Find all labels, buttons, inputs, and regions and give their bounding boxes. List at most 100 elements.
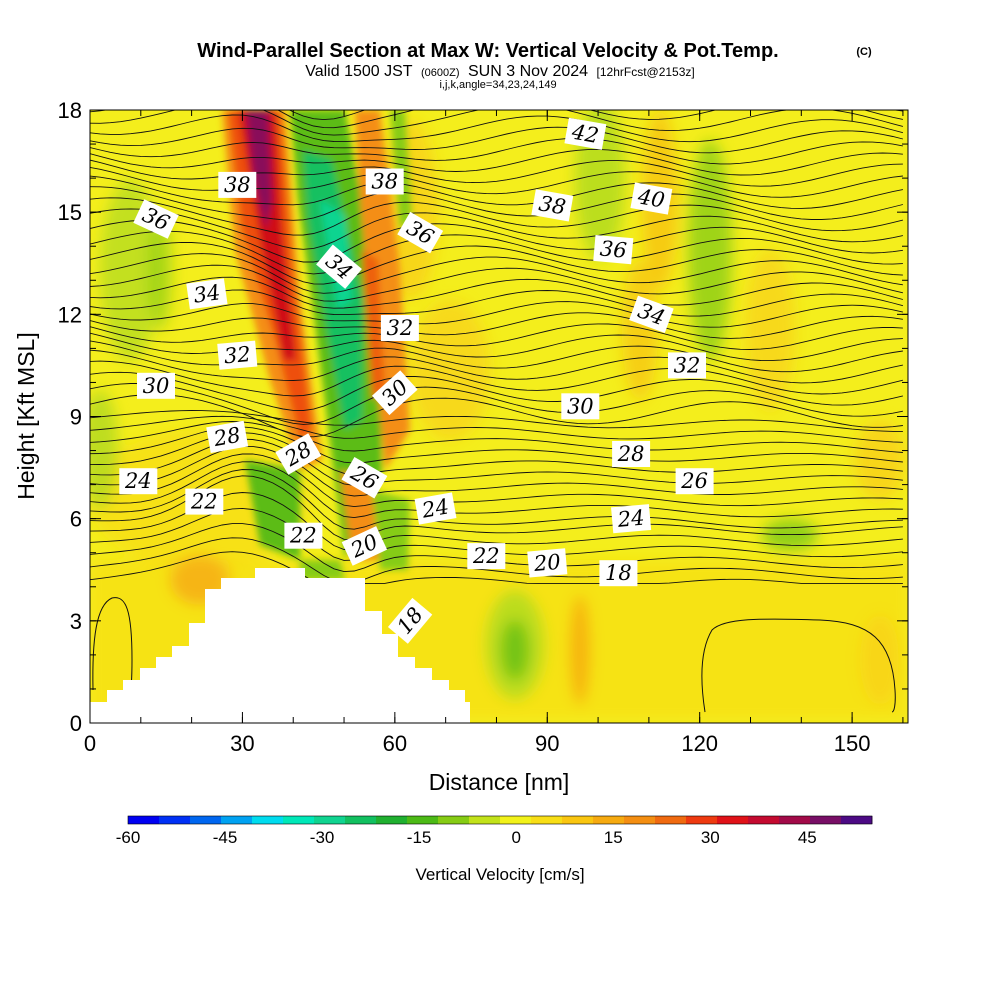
y-tick-label: 12 (58, 302, 82, 327)
contour-label-text: 24 (124, 469, 152, 493)
contour-label-text: 32 (674, 353, 701, 377)
contour-label-box (593, 234, 634, 265)
contour-label-text: 30 (143, 374, 170, 398)
contour-label-box (186, 278, 228, 310)
contour-label-box (668, 352, 706, 379)
colorbar-swatch (438, 816, 470, 824)
contour-label-box (629, 295, 674, 334)
contour-label-box (599, 560, 638, 587)
x-tick-label: 0 (84, 731, 96, 756)
contour-label: 32 (217, 340, 258, 370)
contour-label-text: 28 (617, 442, 645, 466)
isentrope-line (90, 360, 904, 397)
velocity-field (90, 110, 908, 723)
colorbar-swatch (376, 816, 408, 824)
isentrope-line (90, 371, 904, 411)
x-tick-label: 120 (681, 731, 718, 756)
contour-label-text: 38 (537, 191, 567, 219)
isentrope-line (90, 537, 903, 584)
contour-label-text: 22 (190, 490, 218, 514)
contour-label-box (371, 370, 418, 416)
subtitle-index: i,j,k,angle=34,23,24,149 (439, 79, 556, 91)
contour-label-box (380, 315, 419, 341)
x-tick-label: 30 (230, 731, 254, 756)
isentrope-line (90, 148, 903, 176)
colorbar-swatch (314, 816, 346, 824)
isentrope-line (90, 421, 903, 453)
y-tick-label: 3 (70, 609, 82, 634)
isentrope-line (90, 230, 903, 275)
isentrope-line (90, 394, 903, 438)
contour-label-text: 22 (472, 544, 500, 568)
y-tick-label: 6 (70, 507, 82, 532)
colorbar-swatch (686, 816, 718, 824)
colorbar-tick-labels: -60 -45 -30 -15 0 15 30 45 (116, 828, 817, 847)
x-tick-labels: 0 30 60 90 120 150 (84, 731, 871, 756)
contour-label-box (316, 244, 362, 289)
contour-label: 20 (527, 548, 568, 578)
x-axis-label: Distance [nm] (429, 769, 570, 795)
contour-label-box (564, 117, 607, 150)
x-tick-label: 60 (383, 731, 407, 756)
contour-label-box (630, 182, 673, 215)
isentrope-line (90, 301, 903, 328)
y-tick-labels: 0 3 6 9 12 15 18 (58, 98, 82, 736)
colorbar-tick-label: -60 (116, 828, 141, 847)
colorbar-swatch (128, 816, 160, 824)
colorbar-swatch (190, 816, 222, 824)
contour-label-text: 26 (680, 469, 708, 493)
contour-label-text: 34 (192, 280, 222, 307)
contour-label-text: 42 (569, 119, 600, 147)
subtitle-date: SUN 3 Nov 2024 (468, 63, 588, 80)
contour-label: 22 (185, 488, 224, 515)
contour-label-box (531, 189, 574, 222)
contour-label: 36 (593, 234, 634, 265)
colorbar-swatch (252, 816, 284, 824)
contour-label-text: 32 (223, 342, 252, 368)
isentrope-line (90, 253, 903, 294)
y-tick-label: 0 (70, 711, 82, 736)
contour-label-box (218, 171, 257, 198)
contour-label: 38 (365, 168, 404, 195)
contour-label: 24 (119, 468, 158, 495)
contour-label: 42 (564, 117, 607, 150)
colorbar-swatch (531, 816, 563, 824)
isentrope-line (90, 469, 903, 530)
isentrope-line (90, 276, 904, 309)
contour-label-text: 30 (567, 394, 594, 418)
subtitle-valid: Valid 1500 JST (305, 63, 413, 80)
isentrope-line (90, 137, 903, 165)
contour-label: 28 (206, 420, 249, 454)
contour-label: 26 (675, 468, 714, 495)
colorbar-swatch (593, 816, 625, 824)
colorbar-swatch (810, 816, 842, 824)
contour-label-box (397, 211, 444, 254)
contour-label-box (217, 340, 258, 370)
isentrope-line (90, 382, 903, 425)
contour-label-box (414, 492, 457, 525)
isentrope-line (90, 186, 904, 221)
contour-label-box (365, 168, 404, 195)
axis-ticks (89, 109, 908, 724)
contour-label: 28 (612, 441, 651, 467)
isentrope-line (90, 114, 904, 143)
isentrope-line (90, 175, 903, 209)
contour-label-text: 40 (635, 184, 666, 212)
contour-label: 24 (611, 504, 652, 534)
isentrope-line (90, 110, 904, 136)
contour-label-box (119, 468, 158, 495)
contour-label: 22 (284, 522, 323, 549)
chart-title: Wind-Parallel Section at Max W: Vertical… (197, 40, 778, 62)
contour-label-text: 22 (289, 524, 317, 548)
colorbar-swatch (159, 816, 191, 824)
contour-label-box (206, 420, 249, 454)
colorbar-swatch (748, 816, 780, 824)
y-tick-label: 9 (70, 405, 82, 430)
colorbar-tick-label: 0 (511, 828, 520, 847)
isentrope-line (90, 126, 904, 154)
colorbar-tick-label: -30 (310, 828, 335, 847)
colorbar-swatch (283, 816, 315, 824)
y-axis-label: Height [Kft MSL] (13, 332, 39, 499)
contour-label: 24 (414, 492, 457, 525)
contour-label-box (561, 393, 600, 420)
